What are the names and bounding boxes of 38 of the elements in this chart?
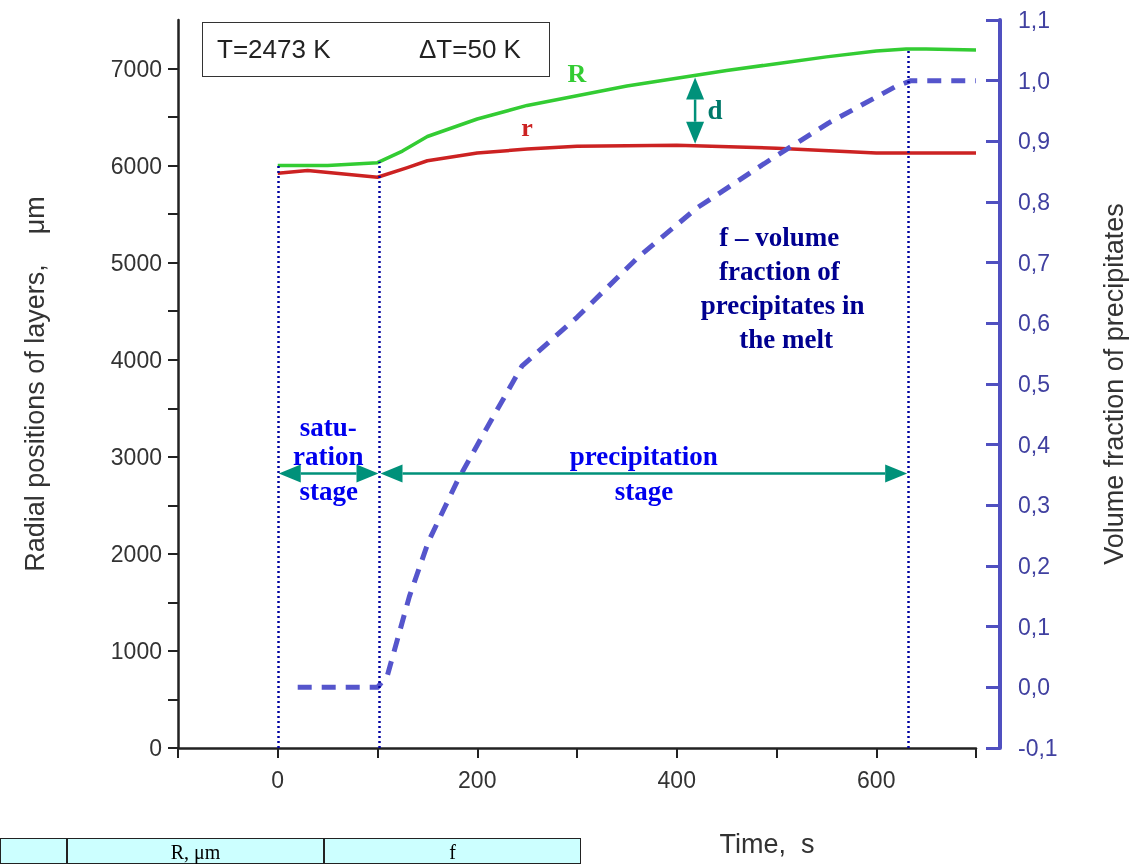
annotation: T=2473 K [217,34,331,65]
y-tick-label: 5000 [110,249,162,276]
x-tick-label: 200 [458,766,497,793]
y2-axis-title: Volume fraction of precipitates [1098,203,1129,565]
y2-tick-label: -0,1 [1018,735,1058,761]
y-tick-label: 7000 [110,55,162,82]
y2-tick-label: 1,0 [1018,67,1050,94]
y-tick-label: 0 [149,735,162,761]
annotation: ΔT=50 K [419,34,521,65]
y2-tick-label: 0,1 [1018,613,1050,640]
annotation: satu- ration stage [293,411,364,506]
y2-tick-label: 0,4 [1018,431,1051,458]
y-tick-label: 3000 [110,443,162,470]
y-axis-title: Radial positions of layers, μm [19,196,50,572]
table-header: R, μm f [0,838,581,864]
y-tick-label: 6000 [110,152,162,179]
x-tick-label: 400 [657,766,696,793]
y2-tick-label: 0,9 [1018,128,1050,155]
annotation: d [707,95,723,126]
y2-tick-label: 0,7 [1018,249,1050,276]
y2-tick-label: 1,1 [1018,7,1050,33]
y-tick-label: 2000 [110,540,162,567]
y-tick-label: 1000 [110,637,162,664]
y-tick-label: 4000 [110,346,162,373]
y2-tick-label: 0,8 [1018,189,1050,215]
x-tick-label: 600 [857,766,896,793]
annotation: precipitation stage [569,440,718,506]
series-label: r [521,112,533,142]
y2-tick-label: 0,3 [1018,492,1050,519]
line-series [276,143,978,179]
y2-tick-label: 0,2 [1018,553,1050,579]
series-label: f – volume fraction of precipitates in the melt [700,222,865,355]
series-label: R [567,59,587,89]
y2-tick-label: 0,0 [1018,674,1050,701]
x-tick-label: 0 [271,766,285,793]
y2-tick-label: 0,6 [1018,310,1050,337]
x-axis-title: Time, s [719,828,815,859]
y2-tick-label: 0,5 [1018,371,1050,397]
